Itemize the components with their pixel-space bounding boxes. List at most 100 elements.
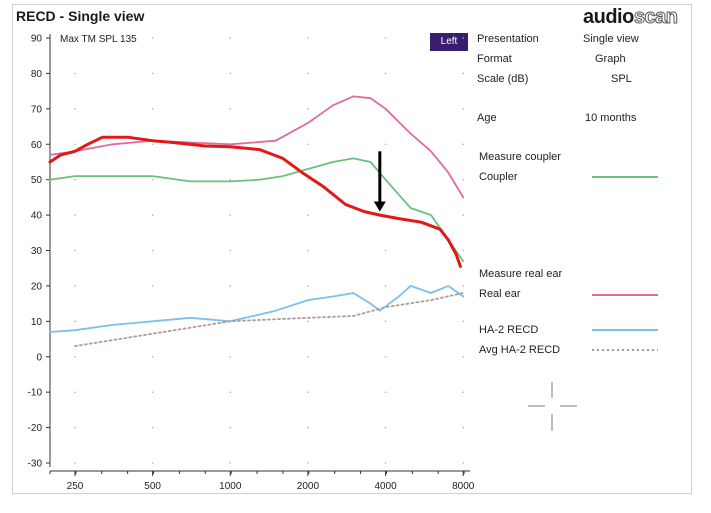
grid-dot	[229, 355, 232, 358]
x-tick-label: 2000	[297, 481, 320, 492]
grid-dot	[462, 426, 465, 429]
grid-dot	[74, 214, 76, 216]
series-avg-ha-2-recd	[74, 292, 465, 348]
grid-dot	[74, 426, 76, 429]
grid-dot	[74, 285, 76, 287]
scale-value[interactable]: SPL	[611, 73, 632, 85]
annotation-arrow-head-icon	[373, 201, 386, 212]
presentation-label: Presentation	[477, 33, 539, 45]
grid-dot	[229, 214, 232, 216]
grid-dot	[307, 72, 309, 75]
y-tick-label: 60	[31, 140, 43, 151]
window-title: RECD - Single view	[16, 8, 145, 24]
grid-dot	[74, 143, 76, 146]
grid-dot	[462, 320, 465, 323]
presentation-value[interactable]: Single view	[583, 33, 639, 45]
grid-dot	[229, 178, 232, 181]
grid-dot	[307, 178, 309, 181]
grid-dot	[74, 249, 76, 252]
grid-dot	[229, 72, 232, 75]
crosshair-cursor-icon	[528, 382, 577, 431]
grid-dot	[151, 214, 154, 216]
series-real-ear	[49, 95, 465, 199]
y-tick-label: 0	[36, 352, 42, 363]
grid-dot	[307, 355, 309, 358]
y-tick-label: 50	[31, 175, 43, 186]
grid-dot	[462, 285, 465, 287]
grid-dot	[74, 462, 76, 464]
grid-dot	[151, 72, 154, 75]
grid-dot	[74, 391, 76, 393]
grid-dot	[151, 355, 154, 358]
y-tick-label: 90	[31, 34, 43, 45]
y-tick-label: -10	[28, 388, 43, 399]
grid-dot	[307, 214, 309, 216]
grid-dot	[384, 320, 387, 323]
grid-dot	[384, 426, 387, 429]
grid-dot	[384, 72, 387, 75]
grid-dot	[462, 72, 465, 75]
grid-dot	[462, 462, 465, 464]
y-tick-label: 80	[31, 69, 43, 80]
grid-dot	[229, 249, 232, 252]
y-tick-label: -30	[28, 459, 43, 470]
y-tick-label: 10	[31, 317, 43, 328]
grid-dot	[74, 108, 76, 110]
grid-dot	[229, 285, 232, 287]
ear-side-badge[interactable]: Left	[430, 33, 468, 51]
grid-dot	[229, 462, 232, 464]
age-value[interactable]: 10 months	[585, 112, 637, 124]
format-label: Format	[477, 53, 512, 65]
grid-dot	[384, 249, 387, 252]
grid-dot	[307, 249, 309, 252]
series-coupler	[49, 157, 465, 263]
grid-dot	[74, 72, 76, 75]
grid-dot	[151, 285, 154, 287]
age-label: Age	[477, 112, 497, 124]
x-tick-label: 4000	[374, 481, 397, 492]
x-tick-label: 250	[67, 481, 84, 492]
y-tick-label: 70	[31, 104, 43, 115]
grid-dot	[384, 143, 387, 146]
grid-dot	[307, 143, 309, 146]
grid-dot	[229, 108, 232, 110]
legend-ha2-recd-label: HA-2 RECD	[479, 324, 539, 336]
y-tick-label: 20	[31, 281, 43, 292]
grid-dot	[462, 37, 465, 39]
measure-coupler-button[interactable]: Measure coupler	[479, 151, 561, 163]
grid-dot	[462, 249, 465, 252]
legend-coupler-label: Coupler	[479, 171, 518, 183]
grid-dot	[151, 426, 154, 429]
grid-dot	[307, 426, 309, 429]
grid-dot	[74, 178, 76, 181]
grid-dot	[229, 426, 232, 429]
grid-dot	[307, 285, 309, 287]
grid-dot	[384, 462, 387, 464]
grid-dot	[151, 143, 154, 146]
grid-dot	[151, 178, 154, 181]
scale-label: Scale (dB)	[477, 73, 529, 85]
series-ha-2-recd	[49, 284, 465, 333]
measure-real-ear-button[interactable]: Measure real ear	[479, 268, 563, 280]
grid-dot	[151, 37, 154, 39]
grid-dot	[151, 108, 154, 110]
format-value[interactable]: Graph	[595, 53, 626, 65]
grid-dot	[462, 355, 465, 358]
grid-dot	[462, 178, 465, 181]
grid-dot	[462, 391, 465, 393]
grid-dot	[74, 320, 76, 323]
grid-dot	[229, 37, 232, 39]
grid-dot	[384, 391, 387, 393]
grid-dot	[384, 37, 387, 39]
grid-dot	[151, 391, 154, 393]
grid-dot	[307, 108, 309, 110]
app-window	[12, 4, 692, 494]
y-tick-label: 30	[31, 246, 43, 257]
y-tick-label: -20	[28, 423, 43, 434]
x-tick-label: 500	[144, 481, 161, 492]
max-tm-spl-label: Max TM SPL 135	[60, 34, 137, 45]
grid-dot	[307, 37, 309, 39]
grid-dot	[74, 355, 76, 358]
grid-dot	[462, 214, 465, 216]
